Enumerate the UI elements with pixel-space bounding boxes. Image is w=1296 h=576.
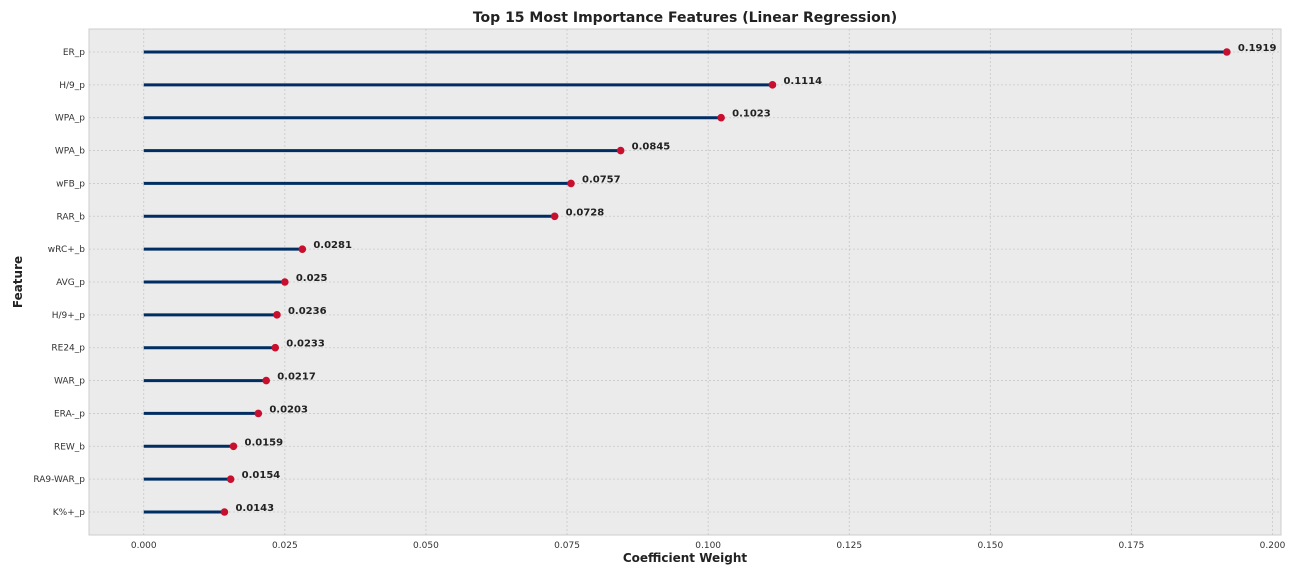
value-labels: 0.1919 0.1114 0.1023 0.0845 0.0757 0.0728 0.02… <box>235 43 1276 514</box>
value-label: 0.0143 <box>235 503 274 514</box>
y-tick-label: H/9+_p <box>52 311 86 321</box>
value-label: 0.0203 <box>269 404 308 415</box>
x-axis-label: Coefficient Weight <box>623 551 748 565</box>
value-label: 0.0233 <box>286 339 325 350</box>
y-tick-label: WPA_b <box>55 147 85 157</box>
data-point <box>298 245 307 253</box>
value-label: 0.0728 <box>566 207 605 218</box>
x-tick-label: 0.100 <box>695 541 721 551</box>
value-label: 0.0845 <box>632 142 671 153</box>
value-label: 0.1023 <box>732 109 771 120</box>
data-point <box>254 409 263 418</box>
y-tick-label: K%+_p <box>53 508 85 518</box>
data-point <box>271 343 280 352</box>
y-tick-label: WPA_p <box>55 114 85 124</box>
x-tick-label: 0.125 <box>836 541 862 551</box>
data-point <box>616 146 625 155</box>
chart-title: Top 15 Most Importance Features (Linear … <box>473 10 897 26</box>
x-tick-label: 0.075 <box>554 541 580 551</box>
x-tick-label: 0.025 <box>272 541 298 551</box>
x-tick-label: 0.150 <box>977 541 1003 551</box>
value-label: 0.1114 <box>783 76 822 87</box>
data-point <box>567 179 575 188</box>
y-tick-label: AVG_p <box>56 278 85 288</box>
y-tick-label: wFB_p <box>56 179 85 189</box>
data-point <box>1223 48 1231 56</box>
data-point <box>226 475 235 483</box>
y-tick-label: WAR_p <box>54 377 85 387</box>
value-label: 0.0217 <box>277 372 316 383</box>
data-point <box>229 442 238 451</box>
data-point <box>768 81 777 89</box>
x-tick-label: 0.200 <box>1260 541 1286 551</box>
data-point <box>220 508 229 516</box>
data-point <box>273 311 281 319</box>
value-label: 0.0281 <box>313 240 352 251</box>
y-tick-label: REW_b <box>54 442 85 452</box>
y-tick-label: wRC+_b <box>48 245 85 255</box>
value-label: 0.025 <box>296 273 328 284</box>
data-point <box>281 278 289 286</box>
data-point <box>717 113 725 122</box>
stems <box>143 50 1227 514</box>
value-label: 0.0236 <box>288 306 327 317</box>
x-tick-label: 0.000 <box>131 541 157 551</box>
y-tick-label: RAR_b <box>56 212 85 222</box>
data-point <box>262 376 271 385</box>
value-label: 0.0154 <box>242 470 281 481</box>
value-label: 0.1919 <box>1238 43 1277 54</box>
y-tick-label: H/9_p <box>59 81 85 91</box>
y-tick-label: ERA-_p <box>54 409 85 419</box>
y-axis-label: Feature <box>11 256 25 308</box>
data-point <box>550 212 559 221</box>
value-label: 0.0159 <box>244 437 283 448</box>
markers <box>220 48 1231 516</box>
y-tick-label: RA9-WAR_p <box>33 475 85 485</box>
x-tick-label: 0.175 <box>1119 541 1145 551</box>
x-tick-labels: 0.000 0.025 0.050 0.075 0.100 0.125 0.150 0.175… <box>131 541 1286 551</box>
value-label: 0.0757 <box>582 174 621 185</box>
y-tick-labels: ER_p H/9_p WPA_p WPA_b wFB_p RAR_b wRC+_b AVG_p… <box>33 48 85 518</box>
y-tick-label: ER_p <box>63 48 85 58</box>
y-tick-label: RE24_p <box>51 344 85 354</box>
x-tick-label: 0.050 <box>413 541 439 551</box>
